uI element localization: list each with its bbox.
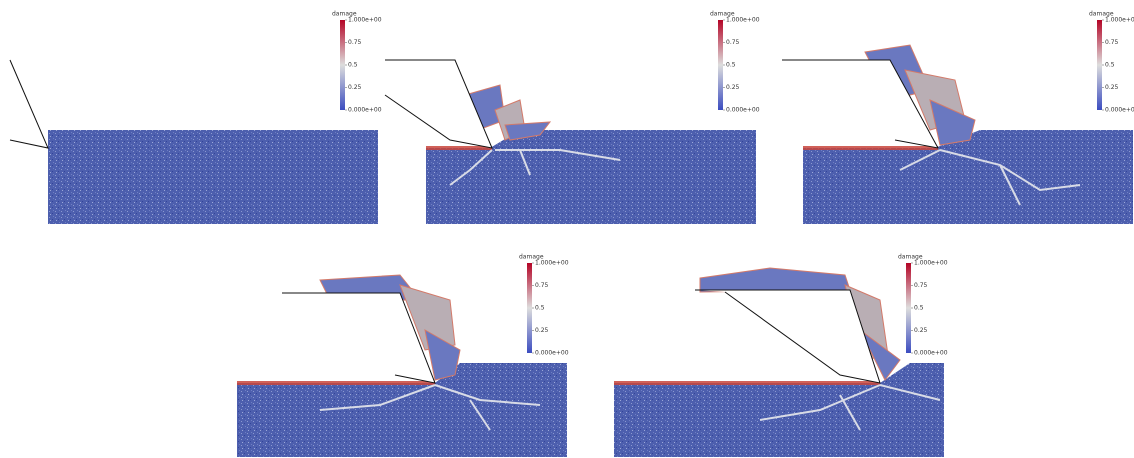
- colorbar: [906, 263, 911, 353]
- colorbar-label: 1.000e+00: [914, 260, 948, 267]
- colorbar-label: 0.25: [914, 327, 928, 334]
- colorbar-label: 0.000e+00: [1105, 107, 1134, 114]
- workpiece: [614, 363, 944, 457]
- colorbar-label: 0.75: [535, 282, 549, 289]
- colorbar-label: 0.000e+00: [348, 107, 382, 114]
- workpiece: [48, 130, 378, 224]
- workpiece: [803, 130, 1133, 224]
- colorbar-label: 0.25: [1105, 84, 1119, 91]
- colorbar-label: 1.000e+00: [535, 260, 569, 267]
- damage-strip: [803, 146, 938, 150]
- colorbar-label: 0.5: [914, 305, 924, 312]
- colorbar: [340, 20, 345, 110]
- chip: [700, 268, 850, 292]
- colorbar-label: 1.000e+00: [1105, 17, 1134, 24]
- colorbar-label: 0.5: [1105, 62, 1115, 69]
- colorbar-label: 0.75: [914, 282, 928, 289]
- colorbar-label: 0.5: [348, 62, 358, 69]
- colorbar-label: 0.5: [535, 305, 545, 312]
- colorbar-label: 0.25: [535, 327, 549, 334]
- workpiece: [237, 363, 567, 457]
- colorbar-label: 1.000e+00: [348, 17, 382, 24]
- damage-strip: [237, 381, 435, 385]
- tool: [695, 290, 880, 383]
- panels: damage1.000e+000.750.50.250.000e+00damag…: [10, 11, 1134, 458]
- colorbar-label: 0.5: [726, 62, 736, 69]
- colorbar-label: 0.75: [348, 39, 362, 46]
- colorbar-label: 1.000e+00: [726, 17, 760, 24]
- figure: damage1.000e+000.750.50.250.000e+00damag…: [0, 0, 1134, 458]
- colorbar: [718, 20, 723, 110]
- colorbar-label: 0.000e+00: [535, 350, 569, 357]
- colorbar: [527, 263, 532, 353]
- colorbar-label: 0.75: [1105, 39, 1119, 46]
- colorbar-label: 0.000e+00: [914, 350, 948, 357]
- colorbar-label: 0.000e+00: [726, 107, 760, 114]
- colorbar-label: 0.75: [726, 39, 740, 46]
- colorbar: [1097, 20, 1102, 110]
- damage-strip: [614, 381, 880, 385]
- colorbar-label: 0.25: [348, 84, 362, 91]
- colorbar-label: 0.25: [726, 84, 740, 91]
- tool: [10, 60, 48, 148]
